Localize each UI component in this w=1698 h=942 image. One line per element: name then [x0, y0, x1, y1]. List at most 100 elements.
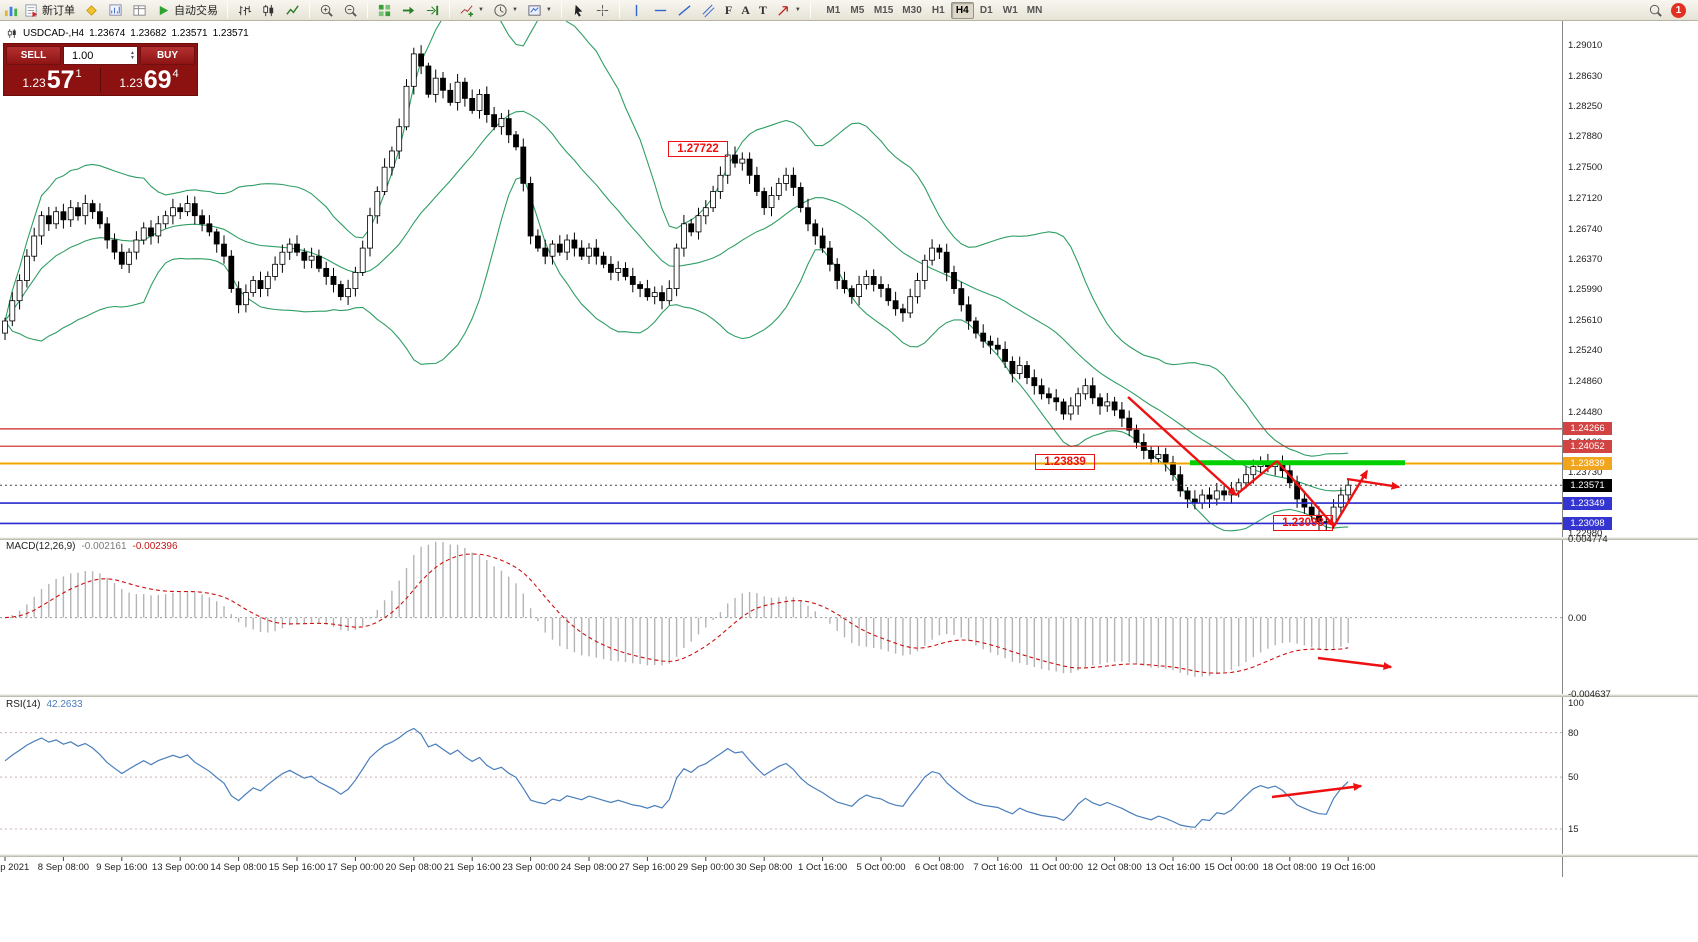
data-window-button[interactable]	[128, 1, 151, 20]
macd-indicator-header: MACD(12,26,9) -0.002161 -0.002396	[6, 541, 178, 552]
panel-separator[interactable]	[0, 537, 1698, 540]
rsi-label: RSI(14)	[6, 699, 41, 710]
price-scale-tick: 1.25610	[1568, 315, 1603, 327]
timeframe-button-d1[interactable]: D1	[975, 2, 998, 19]
data-window-icon	[132, 3, 147, 18]
tile-windows-button[interactable]	[373, 1, 396, 20]
zoom-in-button[interactable]	[315, 1, 338, 20]
sell-price-big: 57	[46, 66, 75, 94]
spin-down-icon[interactable]: ▼	[130, 54, 135, 61]
panel-separator[interactable]	[0, 694, 1698, 697]
time-axis-label: 13 Sep 00:00	[151, 862, 209, 873]
label-tool-icon: T	[758, 2, 767, 17]
buy-button[interactable]: BUY	[140, 46, 195, 65]
spin-up-icon[interactable]: ▲	[130, 49, 135, 56]
crosshair-icon	[595, 3, 610, 18]
autotrading-play-icon	[156, 3, 171, 18]
sell-price-display[interactable]: 1.23 57 1	[4, 65, 100, 95]
horizontal-line-icon	[653, 3, 668, 18]
fibonacci-icon: F	[724, 2, 733, 17]
chart-shift-button[interactable]	[421, 1, 444, 20]
volume-spinner[interactable]: ▲ ▼	[130, 49, 135, 61]
search-button[interactable]	[1644, 1, 1667, 20]
chevron-down-icon: ▼	[794, 7, 801, 13]
volume-field[interactable]: 1.00 ▲ ▼	[63, 46, 138, 65]
indicators-button[interactable]: ▼	[455, 1, 488, 20]
vertical-line-icon	[629, 3, 644, 18]
macd-scale-label: -0.004637	[1568, 688, 1611, 700]
horizontal-level-lines[interactable]	[0, 428, 1562, 525]
timeframe-button-h4[interactable]: H4	[950, 1, 974, 19]
toolbar-separator	[449, 2, 450, 18]
ohlc-low: 1.23571	[171, 27, 208, 39]
rsi-value: 42.2633	[46, 699, 83, 710]
time-axis-label: 7 Oct 16:00	[973, 862, 1023, 873]
horizontal-line-tool-button[interactable]	[649, 1, 672, 20]
macd-scale-label: 0.00	[1568, 612, 1587, 624]
chevron-down-icon: ▼	[545, 7, 552, 13]
rsi-scale-label: 15	[1568, 824, 1579, 835]
time-axis-label: 5 Oct 00:00	[856, 862, 906, 873]
buy-price-prefix: 1.23	[119, 76, 143, 90]
price-scale-tick: 1.27500	[1568, 162, 1603, 174]
timeframe-button-h1[interactable]: H1	[927, 2, 950, 19]
sell-button[interactable]: SELL	[6, 46, 61, 65]
price-scale-tick: 1.24480	[1568, 406, 1603, 418]
label-tool-button[interactable]: T	[755, 1, 771, 20]
cursor-icon	[571, 3, 586, 18]
timeframe-button-m15[interactable]: M15	[870, 2, 897, 19]
auto-scroll-button[interactable]	[397, 1, 420, 20]
price-annotation-box[interactable]: 1.23098	[1273, 515, 1333, 531]
text-tool-button[interactable]: A	[737, 1, 754, 20]
bar-chart-button[interactable]	[233, 1, 256, 20]
new-order-button[interactable]: 新订单	[20, 1, 79, 20]
panel-separator[interactable]	[0, 854, 1698, 857]
timeframe-button-m1[interactable]: M1	[822, 2, 845, 19]
indicators-icon	[459, 3, 474, 18]
chevron-down-icon: ▼	[478, 7, 484, 13]
vertical-line-tool-button[interactable]	[625, 1, 648, 20]
time-axis-label: 9 Sep 16:00	[96, 862, 148, 873]
crosshair-tool-button[interactable]	[591, 1, 614, 20]
price-scale-tick: 1.24860	[1568, 375, 1603, 387]
timeframe-button-m5[interactable]: M5	[846, 2, 869, 19]
templates-button[interactable]: ▼	[523, 1, 556, 20]
symbol-period-label: USDCAD-,H4	[23, 27, 85, 39]
line-chart-button[interactable]	[281, 1, 304, 20]
candlestick-chart-button[interactable]	[257, 1, 280, 20]
price-annotation-box[interactable]: 1.27722	[668, 141, 728, 157]
time-axis-label: 12 Oct 08:00	[1087, 862, 1142, 873]
trend-arrows[interactable]	[1127, 396, 1401, 799]
price-scale-tick: 1.26370	[1568, 253, 1603, 265]
mql5-button[interactable]	[80, 1, 103, 20]
buy-price-display[interactable]: 1.23 69 4	[101, 65, 197, 95]
trendline-tool-button[interactable]	[673, 1, 696, 20]
autotrading-button[interactable]: 自动交易	[152, 1, 222, 20]
cursor-tool-button[interactable]	[567, 1, 590, 20]
price-scale-tick: 1.25990	[1568, 284, 1603, 296]
zoom-out-button[interactable]	[339, 1, 362, 20]
rsi-scale-label: 50	[1568, 772, 1579, 784]
notification-badge[interactable]: 1	[1671, 2, 1686, 18]
tile-windows-icon	[377, 3, 392, 18]
rsi-scale-label: 80	[1568, 727, 1579, 739]
chart-profile-icon	[108, 3, 123, 18]
periods-button[interactable]: ▼	[489, 1, 522, 20]
time-axis-label: 13 Oct 16:00	[1145, 862, 1201, 873]
charts-profile-button[interactable]	[104, 1, 127, 20]
channel-tool-button[interactable]	[697, 1, 720, 20]
price-annotation-box[interactable]: 1.23839	[1035, 454, 1095, 470]
timeframe-button-m30[interactable]: M30	[898, 2, 925, 19]
line-chart-icon	[285, 3, 300, 18]
price-scale-tick: 1.26740	[1568, 223, 1603, 235]
time-axis-label: 24 Sep 08:00	[560, 862, 618, 873]
fibonacci-tool-button[interactable]: F	[721, 1, 736, 20]
text-tool-icon: A	[741, 2, 750, 17]
timeframe-button-mn[interactable]: MN	[1023, 2, 1047, 19]
time-axis-ticks	[4, 857, 1349, 861]
time-axis-label: 19 Oct 16:00	[1320, 862, 1376, 873]
arrows-tool-button[interactable]: ▼	[772, 1, 805, 20]
timeframe-button-w1[interactable]: W1	[999, 2, 1022, 19]
